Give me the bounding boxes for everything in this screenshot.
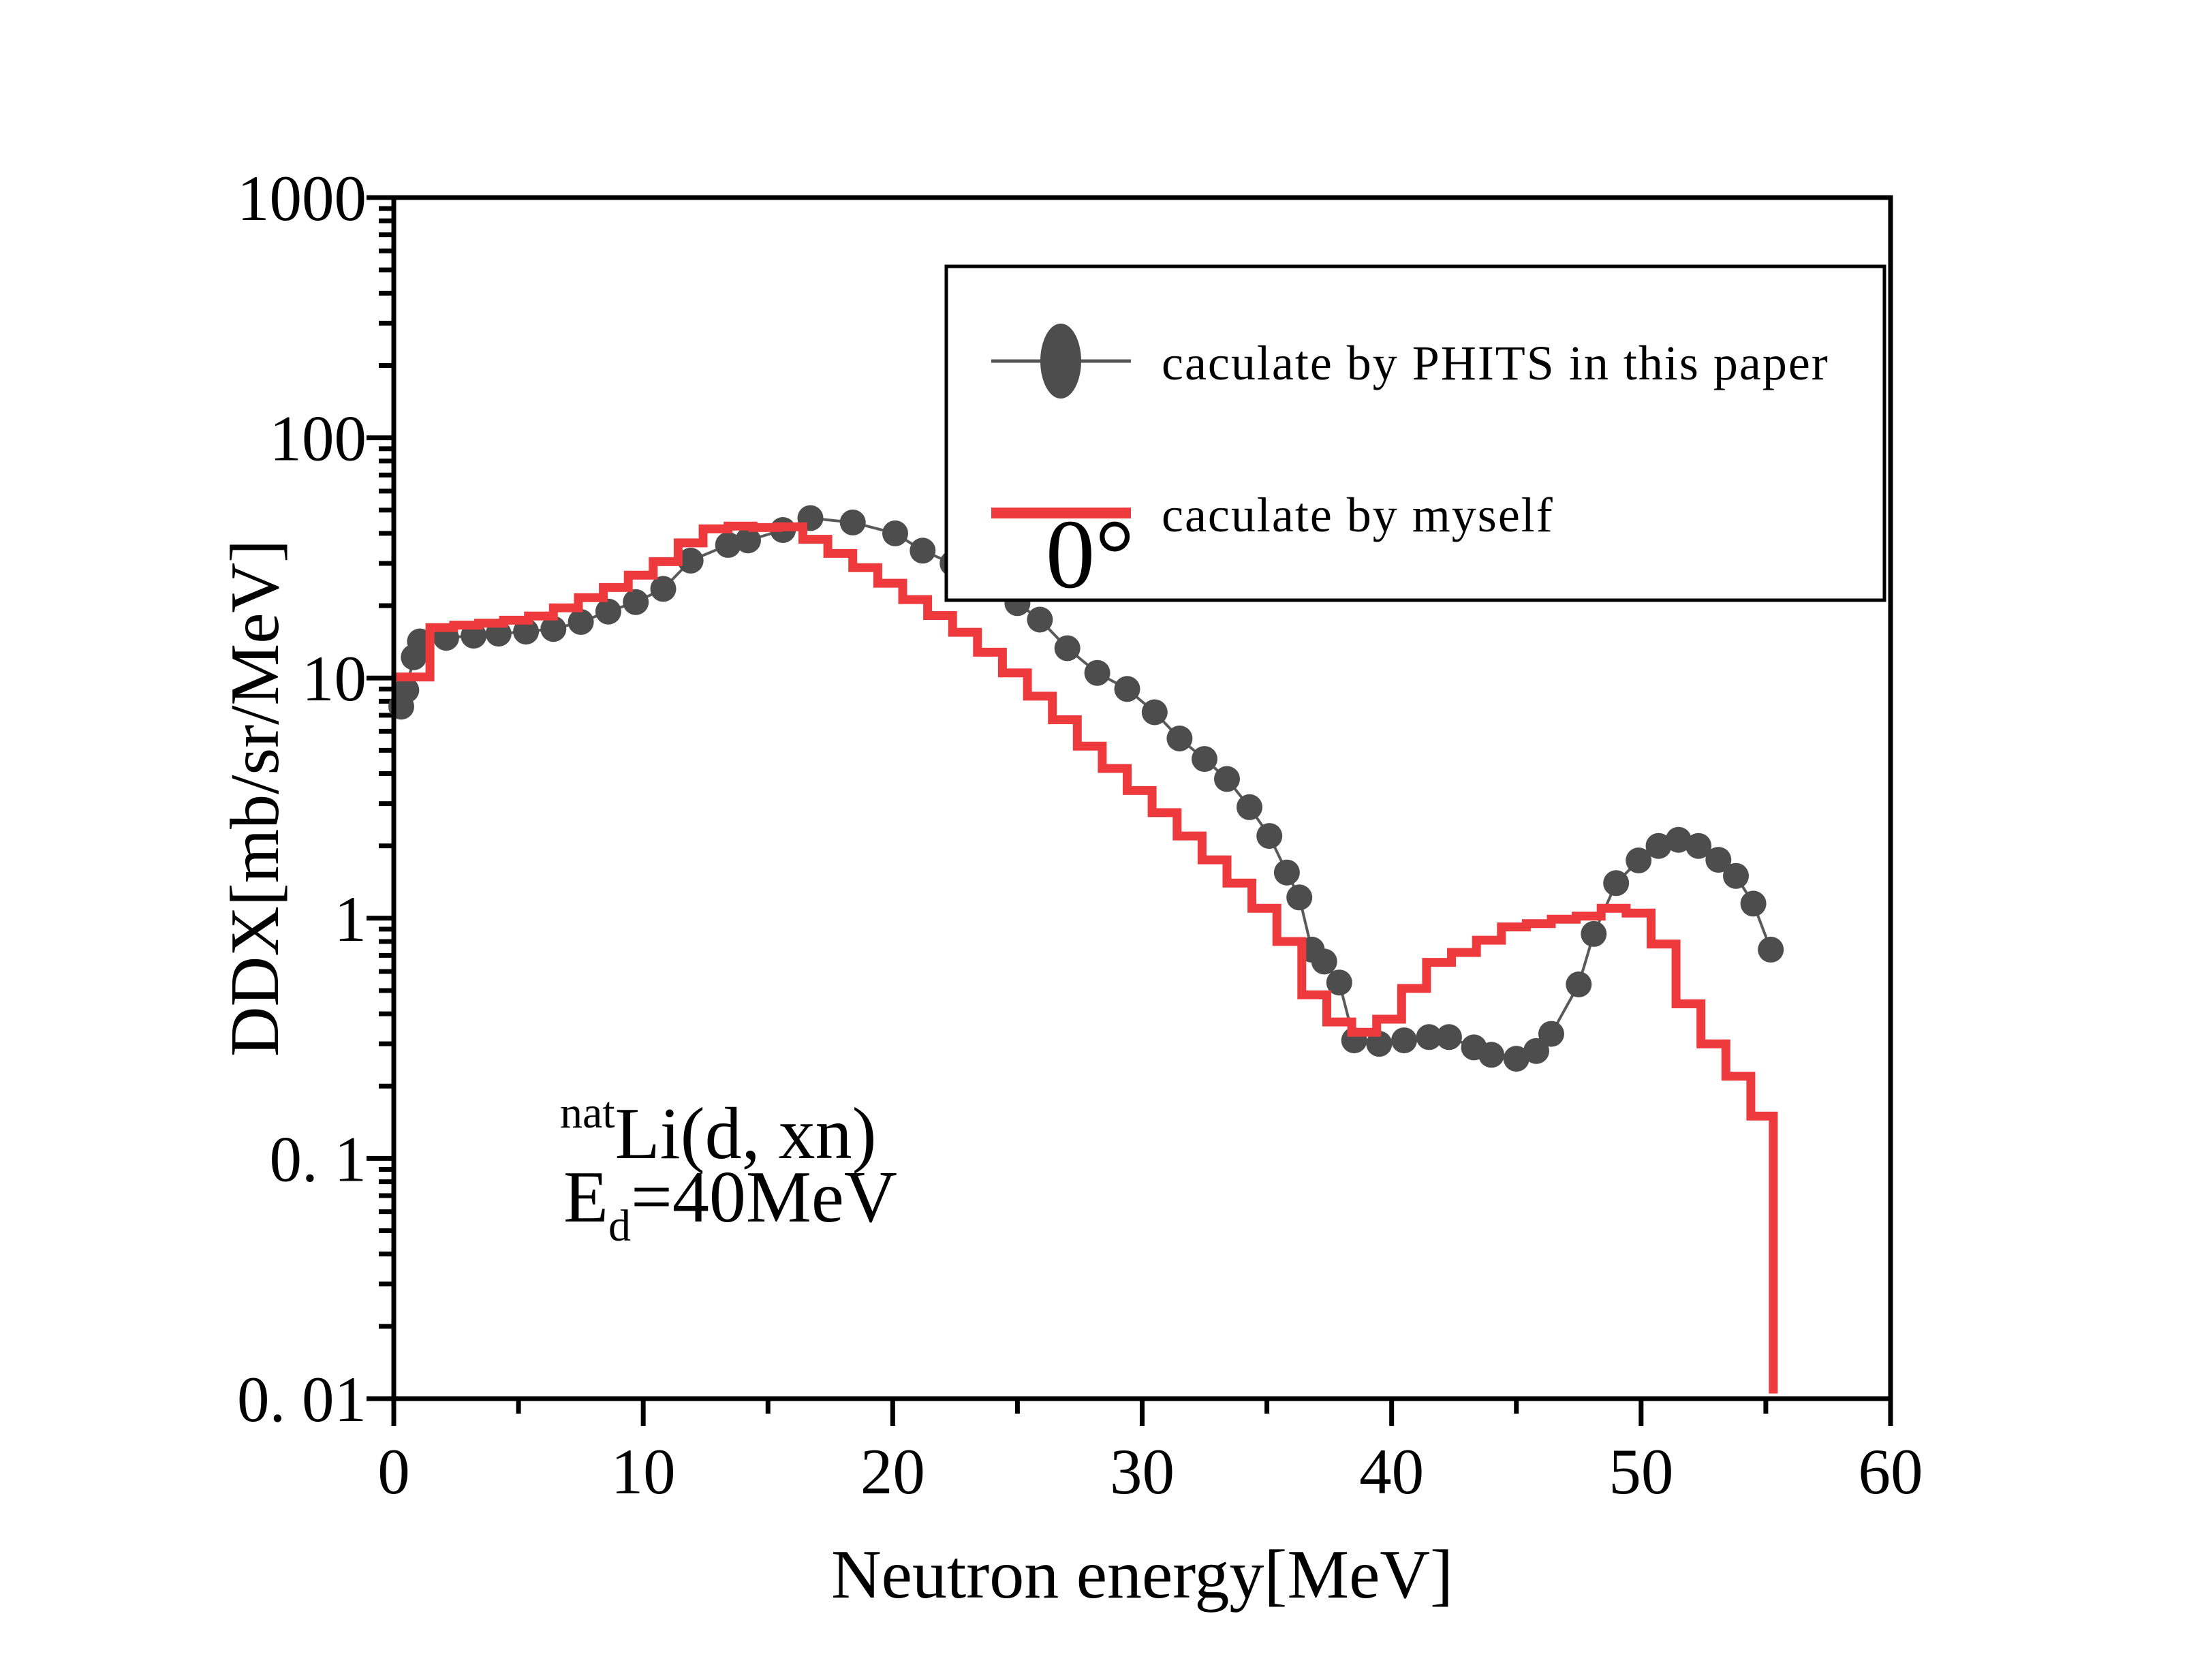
data-point	[1326, 969, 1352, 996]
data-point	[1416, 1024, 1442, 1051]
data-point	[1192, 746, 1217, 773]
data-point	[910, 538, 936, 564]
data-point	[1645, 833, 1672, 859]
data-point	[568, 609, 594, 635]
data-point	[1685, 833, 1712, 859]
data-point	[839, 509, 866, 535]
data-point	[595, 598, 621, 625]
data-point	[1538, 1021, 1564, 1047]
data-point	[1566, 971, 1592, 997]
legend-label-myself: caculate by myself	[1162, 488, 1554, 542]
annotation-angle: 0°	[1046, 500, 1135, 609]
data-point	[1237, 794, 1262, 820]
data-point	[1723, 862, 1749, 889]
legend-label-phits: caculate by PHITS in this paper	[1162, 336, 1829, 390]
data-point	[882, 520, 908, 546]
x-tick-label: 10	[611, 1435, 676, 1508]
x-tick-label: 30	[1110, 1435, 1175, 1508]
series-red-step	[394, 521, 1778, 1394]
legend-box	[944, 264, 1886, 602]
data-point	[513, 619, 540, 645]
y-tick-label: 0. 1	[270, 1123, 367, 1195]
data-point	[1391, 1027, 1417, 1054]
data-point	[1581, 920, 1607, 947]
data-point	[1084, 659, 1110, 686]
y-axis-title: DDX[mb/sr/MeV]	[217, 540, 294, 1057]
data-point	[540, 616, 567, 642]
x-tick-label: 40	[1359, 1435, 1424, 1508]
y-tick-label: 1	[335, 883, 367, 955]
legend-marker-phits-dot-icon	[1040, 324, 1081, 399]
y-tick-label: 10	[302, 642, 367, 715]
annotation-reaction: natLi(d, xn)	[560, 1088, 877, 1175]
data-point	[393, 677, 420, 703]
data-point	[1626, 847, 1652, 873]
data-point	[1256, 823, 1283, 850]
data-point	[1114, 676, 1140, 702]
data-point	[1435, 1024, 1462, 1051]
data-point	[1286, 884, 1313, 911]
data-point	[1273, 859, 1300, 886]
x-tick-label: 50	[1609, 1435, 1673, 1508]
data-point	[1503, 1046, 1529, 1072]
data-point	[1166, 726, 1193, 751]
data-point	[1366, 1031, 1393, 1057]
data-point	[623, 589, 649, 615]
data-point	[677, 547, 704, 574]
data-point	[1665, 826, 1692, 853]
data-point	[1214, 766, 1240, 792]
data-point	[1027, 606, 1053, 633]
data-point	[1054, 635, 1081, 662]
plot-frame	[391, 195, 1893, 1401]
y-tick-label: 100	[270, 403, 367, 475]
x-axis-title: Neutron energy[MeV]	[831, 1536, 1453, 1613]
x-tick-label: 20	[860, 1435, 925, 1508]
data-point	[1740, 890, 1767, 917]
data-point	[1758, 936, 1784, 963]
data-point	[1603, 870, 1630, 897]
data-point	[1705, 847, 1732, 873]
annotation-energy: Ed=40MeV	[563, 1157, 897, 1251]
series-phits-points	[388, 505, 1784, 1072]
data-point	[735, 527, 761, 554]
data-point	[650, 576, 677, 602]
x-tick-label: 60	[1859, 1435, 1923, 1508]
data-point	[715, 531, 741, 558]
y-tick-label: 1000	[237, 162, 367, 234]
y-tick-label: 0. 01	[237, 1363, 367, 1435]
data-point	[1523, 1038, 1549, 1064]
x-tick-label: 0	[377, 1435, 410, 1508]
data-point	[1478, 1042, 1505, 1068]
data-point	[1311, 948, 1337, 975]
data-point	[1141, 699, 1168, 726]
